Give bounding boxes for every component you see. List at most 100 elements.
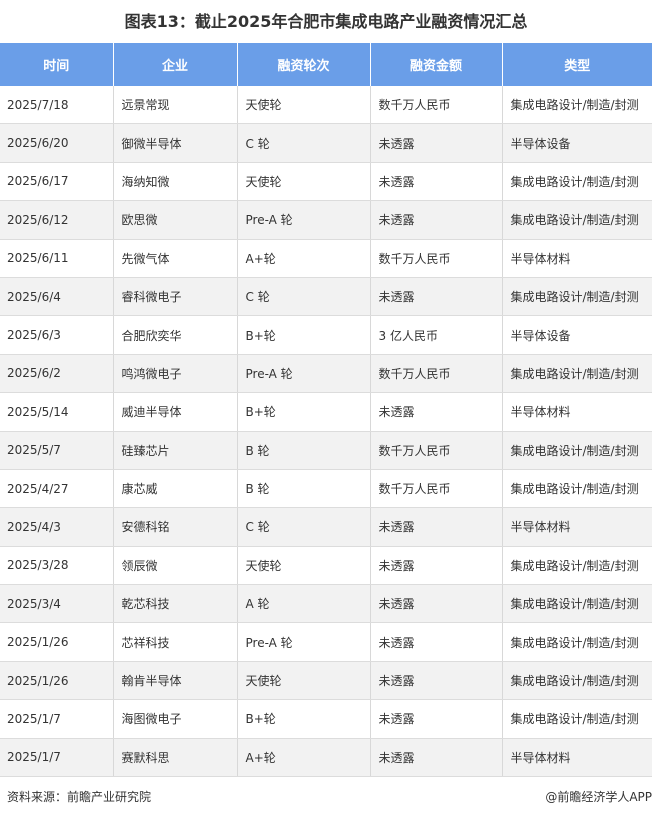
cell-amount: 未透露	[370, 200, 503, 240]
cell-type: 集成电路设计/制造/封测	[502, 661, 652, 701]
cell-type: 集成电路设计/制造/封测	[502, 469, 652, 509]
cell-company: 鸣鸿微电子	[113, 354, 238, 394]
cell-type: 集成电路设计/制造/封测	[502, 584, 652, 624]
cell-round: Pre-A 轮	[237, 622, 371, 662]
cell-amount: 未透露	[370, 546, 503, 586]
cell-type: 集成电路设计/制造/封测	[502, 86, 652, 125]
table-row: 2025/4/27 康芯威 B 轮数千万人民币 集成电路设计/制造/封测	[0, 469, 652, 509]
cell-date: 2025/7/18	[0, 86, 114, 125]
cell-date: 2025/3/28	[0, 546, 114, 586]
cell-type: 半导体材料	[502, 738, 652, 778]
cell-company: 睿科微电子	[113, 277, 238, 317]
cell-date: 2025/6/20	[0, 123, 114, 163]
cell-amount: 未透露	[370, 622, 503, 662]
cell-date: 2025/1/26	[0, 622, 114, 662]
cell-round: C 轮	[237, 277, 371, 317]
table-row: 2025/1/26 翰肯半导体 天使轮 未透露 集成电路设计/制造/封测	[0, 661, 652, 701]
table-row: 2025/5/14 威迪半导体 B+轮 未透露 半导体材料	[0, 392, 652, 432]
cell-company: 海图微电子	[113, 699, 238, 739]
cell-company: 领辰微	[113, 546, 238, 586]
cell-company: 欧思微	[113, 200, 238, 240]
cell-amount: 数千万人民币	[370, 86, 503, 125]
cell-type: 集成电路设计/制造/封测	[502, 200, 652, 240]
cell-amount: 未透露	[370, 392, 503, 432]
cell-company: 安德科铭	[113, 507, 238, 547]
cell-type: 集成电路设计/制造/封测	[502, 277, 652, 317]
column-header-type: 类型	[502, 43, 652, 86]
cell-date: 2025/6/4	[0, 277, 114, 317]
cell-round: A+轮	[237, 738, 371, 778]
cell-date: 2025/6/17	[0, 162, 114, 202]
table-row: 2025/6/11 先微气体 A+轮 数千万人民币 半导体材料	[0, 239, 652, 278]
cell-date: 2025/4/3	[0, 507, 114, 547]
cell-round: C 轮	[237, 123, 371, 163]
cell-type: 集成电路设计/制造/封测	[502, 622, 652, 662]
cell-company: 翰肯半导体	[113, 661, 238, 701]
cell-type: 半导体材料	[502, 392, 652, 432]
cell-amount: 数千万人民币	[370, 239, 503, 278]
cell-company: 康芯威	[113, 469, 238, 509]
cell-round: B 轮	[237, 431, 371, 470]
cell-company: 合肥欣奕华	[113, 315, 238, 355]
cell-company: 赛默科思	[113, 738, 238, 778]
cell-type: 半导体设备	[502, 123, 652, 163]
column-header-round: 融资轮次	[237, 43, 371, 86]
table-row: 2025/1/7 赛默科思 A+轮 未透露 半导体材料	[0, 738, 652, 778]
table-row: 2025/6/17 海纳知微 天使轮 未透露 集成电路设计/制造/封测	[0, 162, 652, 202]
table-row: 2025/6/3 合肥欣奕华 B+轮 3 亿人民币 半导体设备	[0, 315, 652, 355]
cell-type: 集成电路设计/制造/封测	[502, 354, 652, 394]
table-row: 2025/6/20 御微半导体 C 轮未透露 半导体设备	[0, 123, 652, 163]
credit-note: @前瞻经济学人APP	[545, 790, 652, 804]
column-header-company: 企业	[113, 43, 238, 86]
cell-company: 海纳知微	[113, 162, 238, 202]
cell-amount: 数千万人民币	[370, 431, 503, 470]
cell-round: 天使轮	[237, 546, 371, 586]
cell-company: 芯祥科技	[113, 622, 238, 662]
table-row: 2025/6/12 欧思微 Pre-A 轮未透露 集成电路设计/制造/封测	[0, 200, 652, 240]
table-row: 2025/1/7 海图微电子 B+轮 未透露 集成电路设计/制造/封测	[0, 699, 652, 739]
cell-company: 御微半导体	[113, 123, 238, 163]
cell-round: 天使轮	[237, 661, 371, 701]
table-row: 2025/6/2 鸣鸿微电子 Pre-A 轮数千万人民币 集成电路设计/制造/封测	[0, 354, 652, 394]
table-row: 2025/4/3 安德科铭 C 轮未透露 半导体材料	[0, 507, 652, 547]
cell-round: C 轮	[237, 507, 371, 547]
cell-company: 远景常现	[113, 86, 238, 125]
table-row: 2025/5/7 硅臻芯片 B 轮数千万人民币 集成电路设计/制造/封测	[0, 431, 652, 470]
cell-amount: 未透露	[370, 699, 503, 739]
cell-date: 2025/3/4	[0, 584, 114, 624]
cell-company: 乾芯科技	[113, 584, 238, 624]
cell-amount: 3 亿人民币	[370, 315, 503, 355]
table-header-row: 时间 企业 融资轮次 融资金额 类型	[0, 43, 652, 86]
cell-round: B+轮	[237, 315, 371, 355]
table-row: 2025/3/28 领辰微 天使轮 未透露 集成电路设计/制造/封测	[0, 546, 652, 586]
cell-date: 2025/6/2	[0, 354, 114, 394]
financing-table: 时间 企业 融资轮次 融资金额 类型 2025/7/18 远景常现 天使轮 数千万人民币 集成电…	[0, 43, 652, 778]
cell-date: 2025/5/14	[0, 392, 114, 432]
cell-round: A 轮	[237, 584, 371, 624]
cell-round: B+轮	[237, 392, 371, 432]
cell-type: 集成电路设计/制造/封测	[502, 162, 652, 202]
cell-company: 硅臻芯片	[113, 431, 238, 470]
cell-round: 天使轮	[237, 86, 371, 125]
cell-amount: 未透露	[370, 584, 503, 624]
column-header-amount: 融资金额	[370, 43, 503, 86]
source-note: 资料来源：前瞻产业研究院	[7, 790, 152, 804]
cell-company: 威迪半导体	[113, 392, 238, 432]
cell-type: 半导体设备	[502, 315, 652, 355]
cell-amount: 未透露	[370, 738, 503, 778]
cell-amount: 未透露	[370, 123, 503, 163]
cell-date: 2025/1/26	[0, 661, 114, 701]
cell-amount: 未透露	[370, 277, 503, 317]
cell-amount: 未透露	[370, 507, 503, 547]
cell-type: 半导体材料	[502, 507, 652, 547]
cell-date: 2025/6/3	[0, 315, 114, 355]
cell-round: Pre-A 轮	[237, 354, 371, 394]
table-row: 2025/3/4 乾芯科技 A 轮未透露 集成电路设计/制造/封测	[0, 584, 652, 624]
cell-round: 天使轮	[237, 162, 371, 202]
cell-amount: 未透露	[370, 162, 503, 202]
cell-type: 集成电路设计/制造/封测	[502, 546, 652, 586]
cell-date: 2025/5/7	[0, 431, 114, 470]
cell-round: B+轮	[237, 699, 371, 739]
table-row: 2025/7/18 远景常现 天使轮 数千万人民币 集成电路设计/制造/封测	[0, 86, 652, 125]
